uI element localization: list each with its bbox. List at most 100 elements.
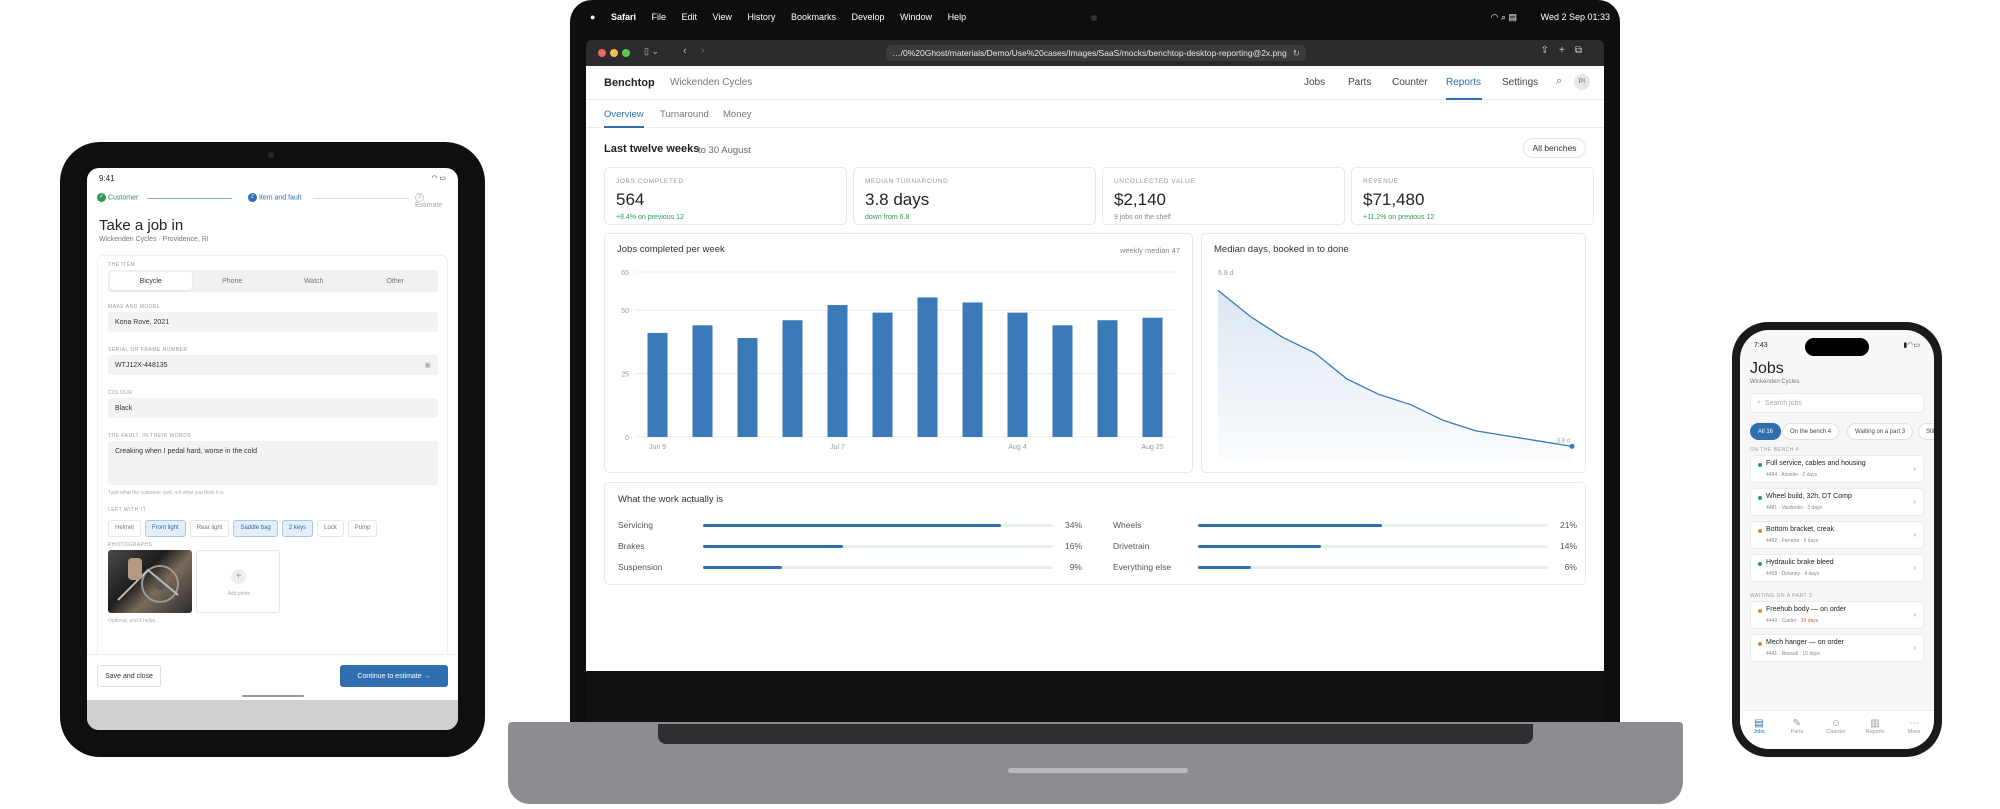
menu-window[interactable]: Window (900, 12, 933, 22)
work-category-label: Wheels (1113, 520, 1142, 530)
filter-waiting-on-part[interactable]: Waiting on a part 3 (1847, 423, 1914, 440)
step-customer[interactable]: ✓ Customer (97, 193, 138, 202)
item-type-other[interactable]: Other (386, 277, 404, 285)
wifi-icon[interactable]: ◠ ⌕ ▤ (1490, 12, 1517, 22)
item-type-bicycle[interactable]: Bicycle (110, 272, 192, 290)
avatar[interactable]: PI (1574, 74, 1590, 90)
more-icon: ⋯ (1909, 718, 1919, 729)
work-bar-track (1198, 524, 1548, 527)
tab-money[interactable]: Money (723, 109, 752, 120)
end-point[interactable] (1569, 443, 1575, 449)
bar[interactable] (647, 332, 668, 437)
chip-front-light[interactable]: Front light (145, 519, 186, 537)
menu-bookmarks[interactable]: Bookmarks (790, 12, 836, 22)
save-and-close-button[interactable]: Save and close (97, 665, 161, 687)
kpi-card: REVENUE $71,480 +11.2% on previous 12 (1351, 167, 1594, 225)
bar[interactable] (962, 302, 983, 437)
tab-overview[interactable]: Overview (604, 109, 644, 120)
chip-helmet[interactable]: Helmet (108, 519, 142, 537)
person-icon: ☺ (1830, 718, 1842, 729)
tab-reports-label: Reports (1865, 729, 1885, 735)
bar[interactable] (782, 320, 803, 437)
nav-counter[interactable]: Counter (1392, 77, 1428, 88)
nav-jobs[interactable]: Jobs (1304, 77, 1326, 88)
filter-still[interactable]: Still (1918, 423, 1934, 440)
search-icon[interactable]: ⌕ (1556, 75, 1563, 87)
chip-saddle-bag[interactable]: Saddle bag (233, 519, 278, 537)
brand-logo[interactable]: Benchtop (604, 77, 655, 89)
serial-field[interactable]: WTJ12X-448135 ▣ (108, 355, 438, 375)
colour-field[interactable]: Black (108, 398, 438, 418)
shop-name[interactable]: Wickenden Cycles (670, 77, 753, 88)
chip-pump[interactable]: Pump (347, 519, 378, 537)
search-input[interactable]: ⌕ Search jobs (1750, 393, 1924, 413)
bar[interactable] (1007, 312, 1028, 437)
nav-parts[interactable]: Parts (1348, 77, 1372, 88)
tab-turnaround[interactable]: Turnaround (660, 109, 709, 120)
tab-parts[interactable]: ✎ Parts (1778, 718, 1816, 735)
bar[interactable] (1142, 317, 1163, 437)
job-row[interactable]: Freehub body — on order 4449 · Calder · 1… (1750, 601, 1924, 629)
item-type-phone[interactable]: Phone (222, 277, 243, 285)
item-type-label: THE ITEM (108, 262, 136, 268)
step-item-and-fault[interactable]: 2 Item and fault (248, 193, 301, 202)
work-category-percent: 9% (1069, 562, 1082, 572)
wrench-icon: ✎ (1792, 718, 1802, 729)
tab-jobs-label: Jobs (1753, 729, 1765, 735)
bar[interactable] (737, 338, 758, 437)
step-estimate[interactable]: 3 Estimate (415, 193, 448, 209)
back-icon[interactable]: ‹ (683, 45, 687, 57)
period-title: Last twelve weeks (604, 143, 700, 155)
forward-icon[interactable]: › (701, 45, 705, 57)
minimize-window-icon[interactable] (610, 49, 618, 57)
bar[interactable] (827, 305, 848, 437)
bar[interactable] (692, 325, 713, 437)
add-photo-button[interactable]: + Add photo (196, 550, 280, 613)
bike-photo[interactable] (108, 550, 192, 613)
tab-reports[interactable]: ▥ Reports (1856, 718, 1894, 735)
share-icon[interactable]: ⇪+⧉ (1540, 45, 1592, 56)
continue-to-estimate-button[interactable]: Continue to estimate → (340, 665, 448, 687)
zoom-window-icon[interactable] (622, 49, 630, 57)
sidebar-icon[interactable]: ▯ ⌄ (644, 46, 659, 56)
menu-history[interactable]: History (747, 12, 776, 22)
bar[interactable] (1052, 325, 1073, 437)
chip-2-keys[interactable]: 2 keys (281, 519, 314, 537)
bar[interactable] (872, 312, 893, 437)
bar[interactable] (1097, 320, 1118, 437)
job-row[interactable]: Bottom bracket, creak 4452 · Ferreira · 5… (1750, 521, 1924, 549)
menubar-clock[interactable]: Wed 2 Sep 01:33 (1540, 12, 1610, 22)
job-row[interactable]: Mech hanger — on order 4441 · Rossall · 1… (1750, 634, 1924, 662)
tab-jobs[interactable]: ▤ Jobs (1740, 718, 1778, 735)
nav-reports[interactable]: Reports (1446, 77, 1482, 88)
bar[interactable] (917, 297, 938, 437)
filter-on-the-bench[interactable]: On the bench 4 (1782, 423, 1840, 440)
apple-icon[interactable]: ● (590, 12, 596, 22)
fault-textarea[interactable]: Creaking when I pedal hard, worse in the… (108, 441, 438, 485)
close-window-icon[interactable] (598, 49, 606, 57)
chip-rear-light[interactable]: Rear light (189, 519, 230, 537)
job-row[interactable]: Wheel build, 32h, DT Comp 4481 · Vasilenk… (1750, 488, 1924, 516)
page-subtitle: Wickenden Cycles (1750, 379, 1800, 385)
filter-all[interactable]: All 16 (1750, 423, 1782, 440)
job-row[interactable]: Hydraulic brake bleed 4458 · Delaney · 4 … (1750, 554, 1924, 582)
chip-lock[interactable]: Lock (317, 519, 344, 537)
work-category-label: Brakes (618, 541, 645, 551)
tab-counter[interactable]: ☺ Counter (1817, 718, 1855, 735)
scan-icon[interactable]: ▣ (424, 362, 431, 369)
job-row[interactable]: Full service, cables and housing 4484 · A… (1750, 455, 1924, 483)
menu-develop[interactable]: Develop (851, 12, 885, 22)
item-type-watch[interactable]: Watch (303, 277, 324, 285)
menu-view[interactable]: View (712, 12, 732, 22)
work-category-label: Everything else (1113, 562, 1172, 572)
menu-edit[interactable]: Edit (681, 12, 698, 22)
tab-more[interactable]: ⋯ More (1895, 718, 1933, 735)
nav-settings[interactable]: Settings (1502, 77, 1539, 88)
all-benches-filter[interactable]: All benches (1523, 138, 1586, 158)
menu-help[interactable]: Help (947, 12, 967, 22)
address-bar[interactable]: …/0%20Ghost/materials/Demo/Use%20cases/I… (886, 45, 1306, 61)
menu-file[interactable]: File (651, 12, 666, 22)
menu-app[interactable]: Safari (610, 12, 636, 22)
make-model-field[interactable]: Kona Rove, 2021 (108, 312, 438, 332)
reload-icon[interactable]: ↻ (1292, 47, 1300, 58)
